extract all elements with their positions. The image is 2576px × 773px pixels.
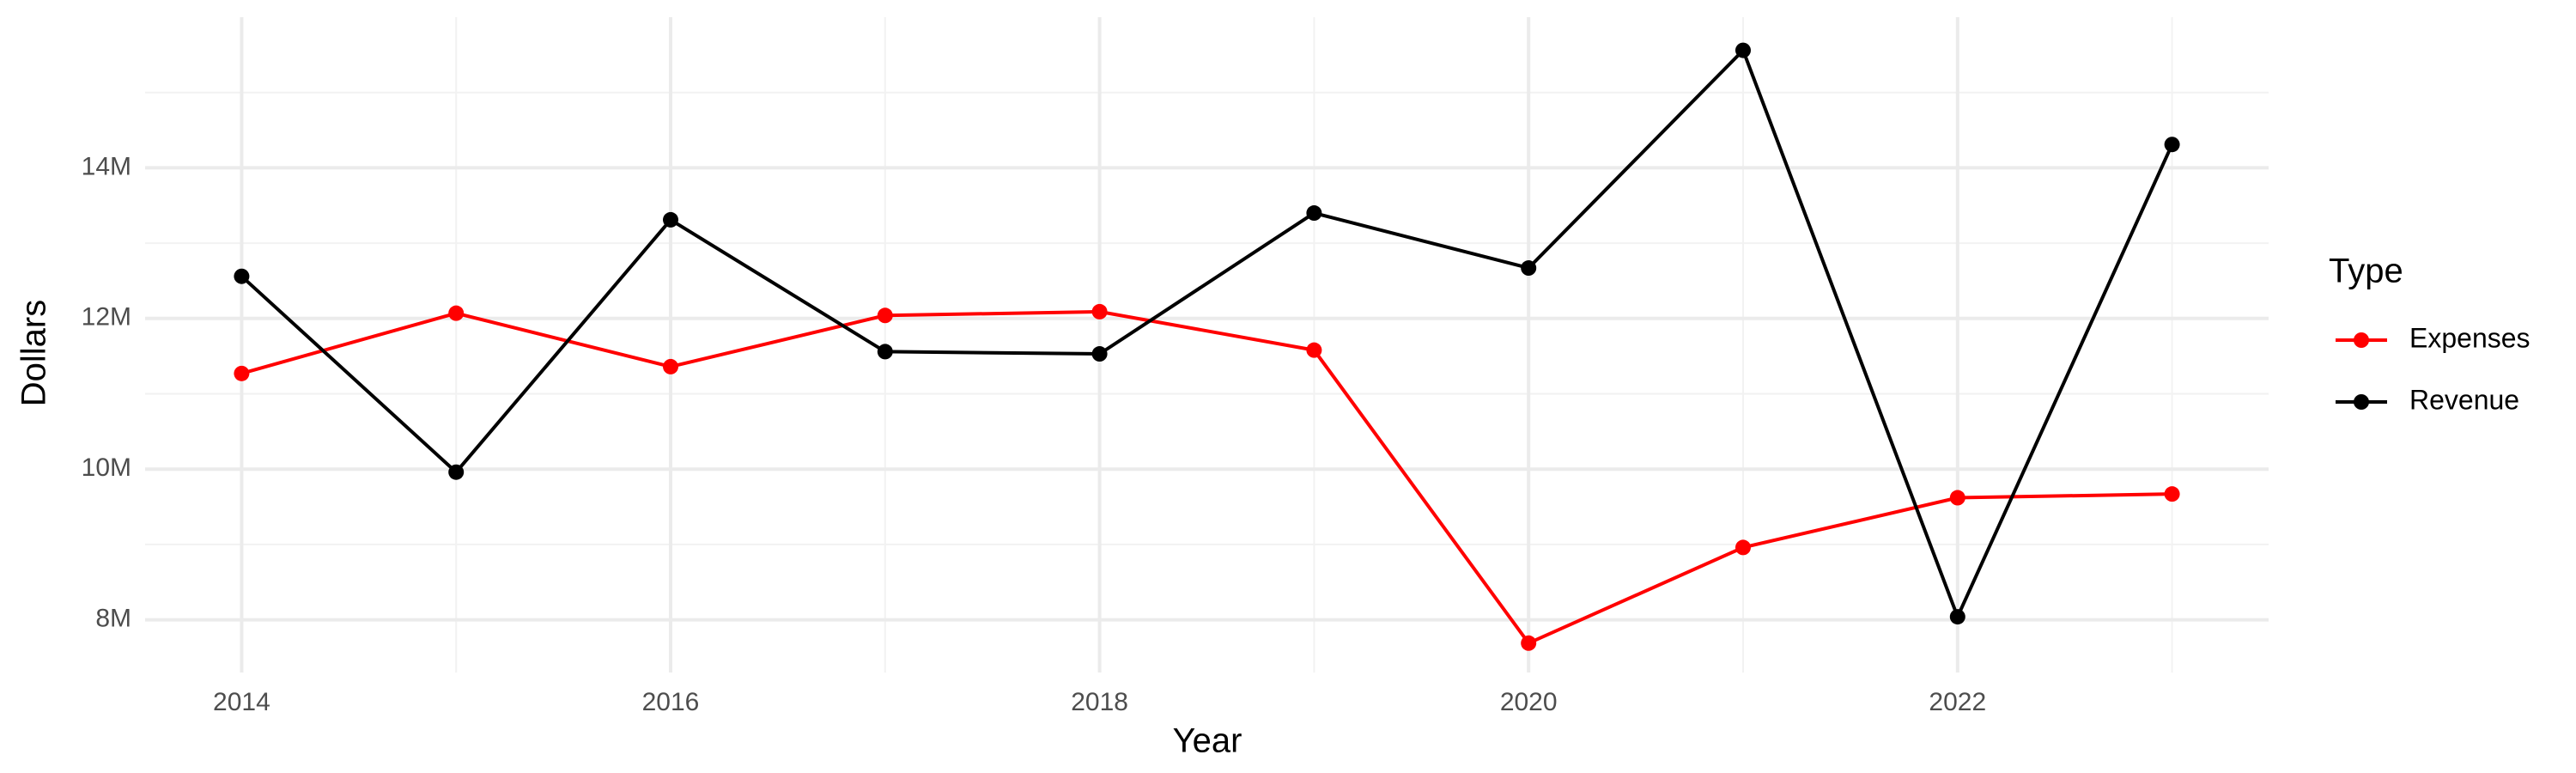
x-tick-label: 2020 [1500,688,1558,716]
y-tick-label: 8M [95,605,131,633]
y-tick-label: 14M [82,152,131,180]
data-point [1735,539,1751,556]
y-axis-title: Dollars [15,300,53,406]
data-point [1735,42,1751,58]
series-line [240,309,2172,646]
data-point [1521,260,1537,277]
x-tick-label: 2014 [213,688,270,716]
data-point [877,307,893,324]
data-point [663,358,679,374]
legend-swatch-point [2354,394,2369,410]
legend-label: Revenue [2409,384,2519,415]
data-point [2164,486,2180,502]
y-tick-label: 12M [82,303,131,332]
data-point [1949,609,1965,625]
series-line [240,46,2174,622]
data-point [1306,342,1322,358]
legend-label: Expenses [2409,322,2530,353]
x-tick-label: 2016 [642,688,700,716]
legend-title: Type [2329,253,2403,290]
y-tick-label: 10M [82,453,131,482]
data-point [1521,635,1537,651]
data-point [448,464,465,480]
data-point [234,365,250,381]
data-point [1091,346,1108,362]
data-point [2164,137,2180,153]
data-point [1091,303,1108,320]
legend-swatch-point [2354,332,2369,348]
x-tick-label: 2018 [1071,688,1128,716]
data-point [448,305,465,321]
data-point [663,211,679,228]
x-axis-title: Year [1173,722,1242,760]
data-point [1306,205,1322,222]
x-tick-label: 2022 [1929,688,1986,716]
data-point [1949,490,1965,506]
data-point [234,268,250,284]
data-point [877,344,893,360]
